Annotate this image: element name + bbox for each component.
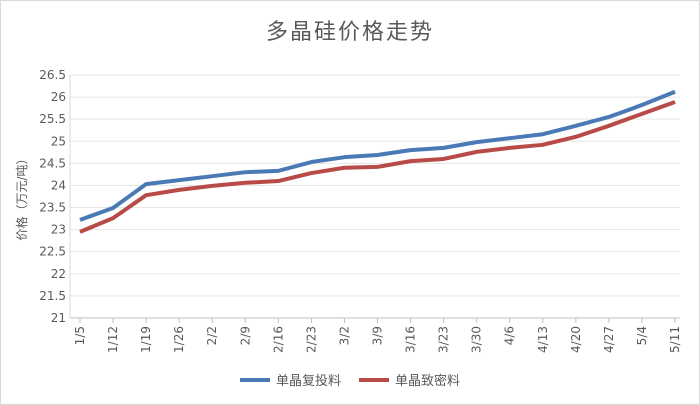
y-tick-label: 21: [51, 311, 66, 325]
x-tick-label: 5/11: [668, 326, 682, 353]
y-tick-label: 23: [51, 223, 66, 237]
series-line-1: [79, 100, 676, 234]
y-tick-label: 25: [51, 134, 66, 148]
x-tick-label: 4/13: [536, 326, 550, 353]
legend-item: 单晶致密料: [359, 370, 460, 389]
x-tick-label: 4/20: [569, 326, 583, 353]
x-tick-label: 5/4: [635, 326, 649, 345]
legend-swatch: [239, 377, 270, 382]
x-tick-label: 1/12: [106, 326, 120, 353]
y-tick-label: 25.5: [39, 112, 66, 126]
legend: 单晶复投料 单晶致密料: [0, 370, 700, 389]
x-tick-label: 2/23: [304, 326, 318, 353]
x-tick-label: 3/30: [470, 326, 484, 353]
y-tick-label: 26: [51, 90, 66, 104]
legend-swatch: [359, 377, 389, 382]
x-tick-label: 3/9: [371, 326, 385, 345]
x-tick-label: 4/6: [503, 326, 517, 345]
y-tick-label: 26.5: [39, 68, 66, 82]
y-axis-label: 价格（万元/吨）: [14, 152, 29, 240]
x-tick-label: 3/16: [404, 326, 418, 353]
y-tick-label: 24: [51, 178, 66, 192]
legend-label: 单晶致密料: [395, 374, 461, 389]
x-tick-label: 2/9: [238, 326, 252, 345]
x-tick-label: 1/19: [139, 326, 153, 353]
x-tick-label: 3/23: [437, 326, 451, 353]
x-tick-label: 2/2: [205, 326, 219, 345]
chart-title: 多晶硅价格走势: [265, 20, 434, 45]
legend-label: 单晶复投料: [275, 374, 341, 389]
legend-item: 单晶复投料: [239, 370, 341, 389]
x-tick-label: 1/26: [172, 326, 186, 353]
y-tick-label: 22.5: [39, 245, 66, 259]
y-tick-label: 22: [51, 267, 66, 281]
y-tick-label: 24.5: [39, 156, 66, 170]
y-tick-label: 21.5: [39, 289, 66, 303]
x-tick-label: 4/27: [602, 326, 616, 353]
y-tick-label: 23.5: [39, 201, 66, 215]
series-line-0: [79, 89, 676, 222]
x-tick-label: 3/2: [337, 326, 351, 345]
x-tick-label: 1/5: [73, 326, 87, 345]
x-tick-label: 2/16: [271, 326, 285, 353]
